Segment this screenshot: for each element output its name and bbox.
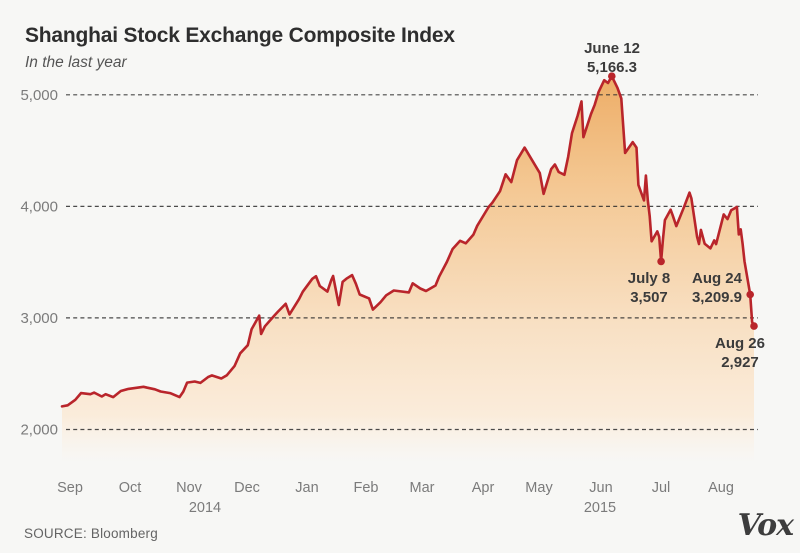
x-axis-year-2014: 2014 [189,500,221,516]
x-axis-month-mar: Mar [410,480,435,496]
annotation-date-june-12: June 12 [584,40,640,57]
annotation-date-aug-24: Aug 24 [692,270,743,287]
chart-subtitle: In the last year [25,54,127,71]
x-axis-month-oct: Oct [119,480,142,496]
data-point-dot-july-8 [657,257,665,266]
source-credit: SOURCE: Bloomberg [24,526,158,541]
annotation-value-july-8: 3,507 [630,289,668,306]
x-axis-month-feb: Feb [354,480,379,496]
y-axis-label-4000: 4,000 [20,198,58,215]
annotation-value-aug-26: 2,927 [721,354,759,371]
x-axis-month-aug: Aug [708,480,734,496]
annotation-date-july-8: July 8 [628,270,671,287]
x-axis-month-nov: Nov [176,480,203,496]
x-axis-month-jun: Jun [589,480,612,496]
data-point-dot-june-12 [608,72,616,80]
y-axis-label-3000: 3,000 [20,310,58,327]
y-axis-label-5000: 5,000 [20,87,58,104]
chart-header: Shanghai Stock Exchange Composite Index … [25,24,455,72]
x-axis-month-jan: Jan [295,480,318,496]
annotation-date-aug-26: Aug 26 [715,335,765,352]
x-axis-month-sep: Sep [57,480,83,496]
annotation-value-june-12: 5,166.3 [587,59,637,76]
data-point-dot-aug-26 [750,322,758,330]
x-axis-month-jul: Jul [652,480,671,496]
annotation-value-aug-24: 3,209.9 [692,289,742,306]
x-axis-month-apr: Apr [472,480,495,496]
y-axis-label-2000: 2,000 [20,422,58,439]
chart-title: Shanghai Stock Exchange Composite Index [25,24,455,47]
x-axis-month-may: May [525,480,553,496]
x-axis-year-2015: 2015 [584,500,616,516]
index-line [60,74,756,408]
data-point-dot-aug-24 [746,290,754,299]
x-axis-month-dec: Dec [234,480,260,496]
vox-logo: Vox [737,508,794,543]
